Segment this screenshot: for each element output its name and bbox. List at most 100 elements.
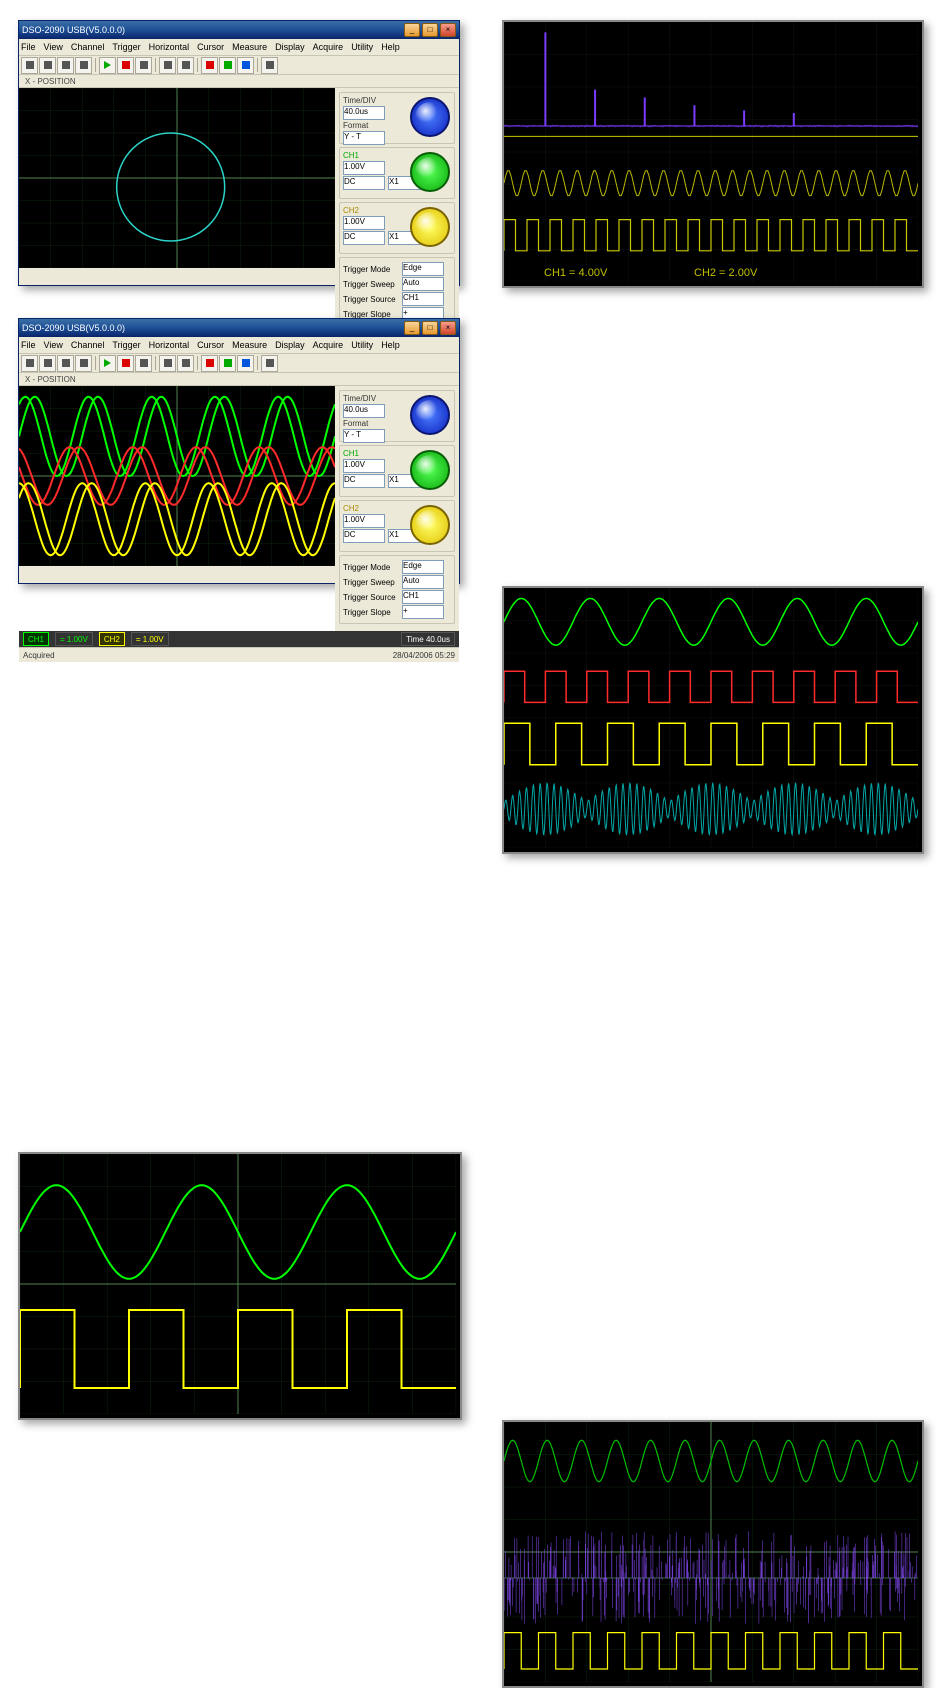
ch1-voltdiv-select[interactable]: 1.00V [343,459,385,473]
new-icon[interactable] [21,57,38,74]
trig-source-select[interactable]: CH1 [402,590,444,604]
menu-channel[interactable]: Channel [71,42,105,52]
trig-sweep-select[interactable]: Auto [402,575,444,589]
red-icon[interactable] [201,57,218,74]
menu-trigger[interactable]: Trigger [112,42,140,52]
menu-acquire[interactable]: Acquire [313,42,344,52]
maximize-button[interactable]: □ [422,321,438,335]
help-icon[interactable] [261,355,278,372]
menu-acquire[interactable]: Acquire [313,340,344,350]
trig-sweep-select[interactable]: Auto [402,277,444,291]
control-panel: Time/DIV 40.0us Format Y - T CH1 1.00V D… [335,386,459,631]
ch1-coupling-select[interactable]: DC [343,176,385,190]
time-div-select[interactable]: 40.0us [343,404,385,418]
new-icon[interactable] [21,355,38,372]
time-div-select[interactable]: 40.0us [343,106,385,120]
zoom-in-icon[interactable] [159,57,176,74]
trig-source-select[interactable]: CH1 [402,292,444,306]
status-datetime: 28/04/2006 05:29 [393,651,455,660]
menu-file[interactable]: File [21,42,36,52]
oscilloscope-app-window-xy: DSO-2090 USB(V5.0.0.0) _ □ × File View Cha… [18,20,460,286]
single-icon[interactable] [135,355,152,372]
play-icon[interactable] [99,57,116,74]
zoom-in-icon[interactable] [159,355,176,372]
save-icon[interactable] [57,355,74,372]
green-icon[interactable] [219,57,236,74]
menu-view[interactable]: View [44,340,63,350]
oscilloscope-app-window-waves: DSO-2090 USB(V5.0.0.0) _ □ × File View Cha… [18,318,460,584]
save-icon[interactable] [57,57,74,74]
maximize-button[interactable]: □ [422,23,438,37]
single-icon[interactable] [135,57,152,74]
print-icon[interactable] [75,57,92,74]
menu-display[interactable]: Display [275,42,305,52]
zoom-out-icon[interactable] [177,355,194,372]
minimize-button[interactable]: _ [404,23,420,37]
menu-help[interactable]: Help [381,42,400,52]
app-title: DSO-2090 USB(V5.0.0.0) [22,25,125,35]
status-bar: Acquired 28/04/2006 05:29 [19,647,459,662]
ch1-chip[interactable]: CH1 [23,632,49,646]
menu-display[interactable]: Display [275,340,305,350]
blue-icon[interactable] [237,57,254,74]
menu-trigger[interactable]: Trigger [112,340,140,350]
ch2-coupling-select[interactable]: DC [343,529,385,543]
titlebar[interactable]: DSO-2090 USB(V5.0.0.0) _ □ × [19,319,459,337]
format-select[interactable]: Y - T [343,131,385,145]
trig-mode-select[interactable]: Edge [402,262,444,276]
ch2-chip[interactable]: CH2 [99,632,125,646]
waveform-display[interactable] [19,386,335,566]
help-icon[interactable] [261,57,278,74]
play-icon[interactable] [99,355,116,372]
print-icon[interactable] [75,355,92,372]
ch1-coupling-select[interactable]: DC [343,474,385,488]
menu-file[interactable]: File [21,340,36,350]
blue-icon[interactable] [237,355,254,372]
trig-mode-select[interactable]: Edge [402,560,444,574]
menu-bar: File View Channel Trigger Horizontal Cursor Me… [19,39,459,56]
menu-measure[interactable]: Measure [232,340,267,350]
open-icon[interactable] [39,57,56,74]
trigger-group: Trigger ModeEdge Trigger SweepAuto Trigg… [339,257,455,326]
ch2-voltdiv-select[interactable]: 1.00V [343,514,385,528]
ch2-voltdiv-select[interactable]: 1.00V [343,216,385,230]
menu-horizontal[interactable]: Horizontal [149,42,190,52]
menu-view[interactable]: View [44,42,63,52]
ch1-voltdiv-select[interactable]: 1.00V [343,161,385,175]
status-left: Acquired [23,651,55,660]
format-select[interactable]: Y - T [343,429,385,443]
zoom-out-icon[interactable] [177,57,194,74]
ch2-knob[interactable] [410,505,450,545]
ch1-knob[interactable] [410,450,450,490]
green-icon[interactable] [219,355,236,372]
close-button[interactable]: × [440,321,456,335]
ch2-coupling-select[interactable]: DC [343,231,385,245]
stop-icon[interactable] [117,57,134,74]
menu-horizontal[interactable]: Horizontal [149,340,190,350]
menu-cursor[interactable]: Cursor [197,42,224,52]
menu-cursor[interactable]: Cursor [197,340,224,350]
titlebar[interactable]: DSO-2090 USB(V5.0.0.0) _ □ × [19,21,459,39]
close-button[interactable]: × [440,23,456,37]
toolbar [19,354,459,373]
stop-icon[interactable] [117,355,134,372]
toolbar [19,56,459,75]
waveform-display[interactable] [19,88,335,268]
menu-channel[interactable]: Channel [71,340,105,350]
red-icon[interactable] [201,355,218,372]
horizontal-ruler: X - POSITION [19,373,459,386]
open-icon[interactable] [39,355,56,372]
horizontal-knob[interactable] [410,97,450,137]
horizontal-knob[interactable] [410,395,450,435]
menu-measure[interactable]: Measure [232,42,267,52]
channel-info-bar: CH1 = 1.00V CH2 = 1.00V Time 40.0us [19,631,459,647]
trig-slope-select[interactable]: + [402,605,444,619]
menu-utility[interactable]: Utility [351,42,373,52]
menu-help[interactable]: Help [381,340,400,350]
ch2-knob[interactable] [410,207,450,247]
scope-am-noise-display [502,1420,924,1688]
minimize-button[interactable]: _ [404,321,420,335]
scope-sine-square-display [18,1152,462,1420]
ch1-knob[interactable] [410,152,450,192]
menu-utility[interactable]: Utility [351,340,373,350]
